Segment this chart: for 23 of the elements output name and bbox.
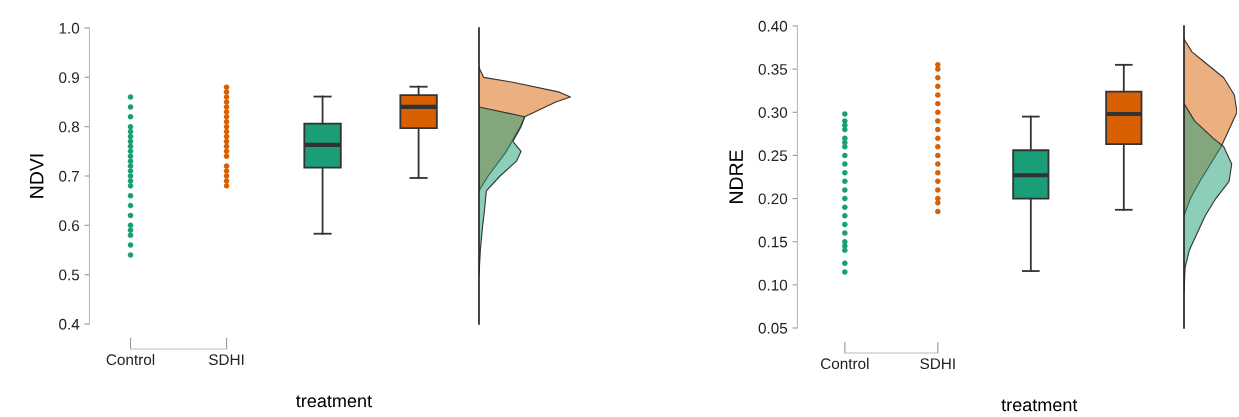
x-tick-label: Control: [106, 353, 155, 366]
y-tick-label: 0.7: [59, 170, 79, 182]
y-tick-label: 0.4: [59, 318, 80, 330]
y-tick-label: 0.10: [758, 279, 788, 291]
y-tick-label: 0.15: [758, 236, 788, 248]
y-tick-label: 0.40: [758, 20, 788, 32]
x-axis-title: treatment: [296, 395, 372, 408]
x-tick-label: SDHI: [208, 354, 244, 366]
x-tick-label: SDHI: [920, 358, 955, 370]
y-tick-label: 0.9: [59, 72, 79, 84]
y-tick-label: 0.6: [59, 220, 80, 232]
y-tick-label: 0.30: [758, 107, 788, 118]
x-tick-label: Control: [821, 357, 869, 370]
y-axis-title: NDRE: [729, 150, 743, 203]
y-tick-label: 1.0: [59, 22, 80, 34]
y-tick-label: 0.35: [758, 64, 788, 75]
y-axis-title: NDVI: [29, 154, 44, 198]
y-tick-label: 0.5: [59, 269, 80, 281]
y-tick-label: 0.20: [758, 193, 788, 205]
y-tick-label: 0.25: [758, 150, 788, 162]
y-tick-label: 0.05: [758, 322, 788, 334]
x-axis-title: treatment: [1001, 399, 1078, 412]
y-tick-label: 0.8: [59, 121, 80, 133]
